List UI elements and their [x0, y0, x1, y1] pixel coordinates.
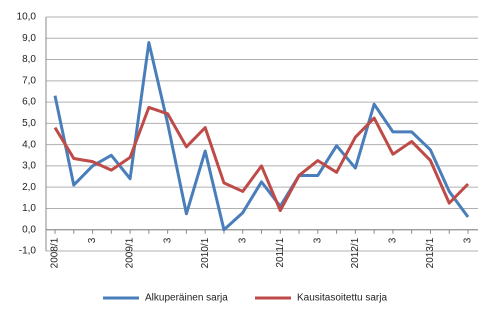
y-tick-label: 1,0	[22, 203, 36, 214]
x-tick-label: 2008/1	[50, 237, 61, 268]
x-tick-label: 3	[463, 237, 474, 243]
y-tick-label: 4,0	[22, 139, 36, 150]
x-tick-label: 3	[87, 237, 98, 243]
y-tick-label: 8,0	[22, 54, 36, 65]
x-tick-label: 2009/1	[125, 237, 136, 268]
legend-label: Kausitasoitettu sarja	[297, 293, 387, 304]
x-tick-label: 3	[312, 237, 323, 243]
y-tick-label: 7,0	[22, 75, 36, 86]
x-tick-label: 2013/1	[425, 237, 436, 268]
x-tick-label: 2010/1	[200, 237, 211, 268]
legend-item: Alkuperäinen sarja	[103, 293, 228, 304]
series-line	[53, 41, 470, 232]
legend-label: Alkuperäinen sarja	[145, 293, 228, 304]
x-tick-label: 3	[388, 237, 399, 243]
y-tick-label: 5,0	[22, 118, 36, 129]
legend-item: Kausitasoitettu sarja	[255, 293, 387, 304]
x-tick-label: 2011/1	[275, 237, 286, 267]
y-tick-label: 9,0	[22, 33, 36, 44]
x-tick-label: 2012/1	[350, 237, 361, 268]
y-tick-label: 10,0	[17, 12, 37, 23]
x-tick-label: 3	[162, 237, 173, 243]
y-tick-label: 3,0	[22, 161, 36, 172]
y-tick-label: -1,0	[19, 246, 37, 257]
series-line	[53, 105, 470, 213]
y-tick-label: 6,0	[22, 97, 36, 108]
y-tick-label: 2,0	[22, 182, 36, 193]
x-tick-label: 3	[237, 237, 248, 243]
y-tick-label: 0,0	[22, 224, 36, 235]
